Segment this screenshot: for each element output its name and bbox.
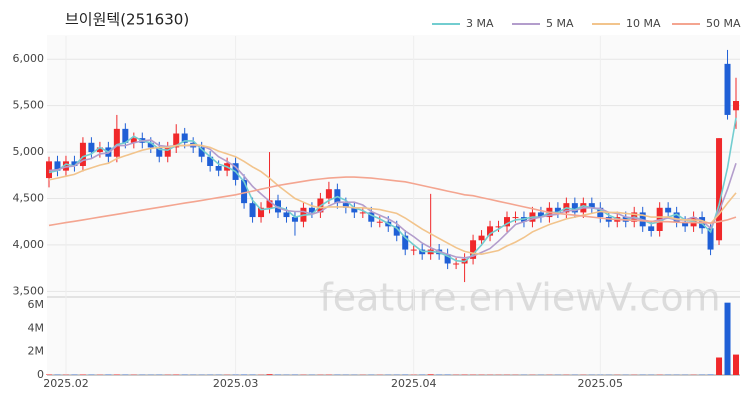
candle-body [122, 128, 129, 143]
volume-bar [724, 302, 731, 375]
candle-body [266, 200, 273, 208]
ma-line [48, 139, 737, 259]
candle-body [79, 142, 86, 166]
candle-body [410, 249, 417, 251]
candle-body [487, 226, 494, 236]
candle-body [571, 203, 578, 213]
ma-line [48, 143, 737, 256]
y-tick-label: 5,500 [13, 99, 45, 112]
y-tick-label: 3,500 [13, 284, 45, 297]
candle-body [258, 207, 265, 218]
candle-body [147, 142, 154, 148]
plot-background [47, 35, 740, 375]
x-tick-label: 2025.02 [43, 377, 89, 390]
ma-line [48, 176, 737, 227]
candle-body [673, 212, 680, 222]
candle-body [453, 263, 460, 265]
candle-body [241, 179, 248, 204]
chart-title: 브이원텍(251630) [65, 11, 189, 29]
candle-body [88, 142, 95, 153]
candle-body [130, 138, 137, 143]
volume-bar [733, 354, 739, 375]
x-tick-label: 2025.04 [391, 377, 437, 390]
candle-body [62, 161, 69, 171]
candle-body [173, 133, 180, 148]
candle-body [215, 166, 222, 171]
candle-body [588, 203, 595, 208]
candle-body [325, 189, 332, 199]
candle-body [512, 217, 519, 219]
candle-body [470, 240, 477, 259]
candle-body [376, 221, 383, 223]
candle-body [495, 226, 502, 228]
candle-body [597, 207, 604, 218]
x-tick-label: 2025.05 [578, 377, 624, 390]
candle-body [537, 212, 544, 218]
legend-label: 3 MA [466, 17, 494, 30]
candle-body [716, 138, 723, 241]
candle-body [444, 254, 451, 264]
candle-body [283, 212, 290, 218]
candle-body [54, 161, 61, 171]
candle-body [308, 207, 315, 213]
candle-body [291, 217, 298, 222]
candle-body [181, 133, 188, 143]
candle-body [156, 147, 163, 157]
candle-body [665, 207, 672, 213]
candle-body [402, 235, 409, 250]
candle-body [351, 207, 358, 213]
legend-label: 50 MA [706, 17, 741, 30]
candle-body [198, 147, 205, 157]
candle-body [682, 221, 689, 227]
y-tick-label: 5,000 [13, 145, 45, 158]
candle-body [342, 203, 349, 208]
candle-body [368, 212, 375, 222]
candle-body [707, 228, 714, 250]
candle-body [207, 156, 214, 166]
volume-tick-label: 2M [28, 345, 45, 358]
candle-body [249, 203, 256, 218]
legend-label: 10 MA [626, 17, 661, 30]
volume-tick-label: 0 [37, 368, 44, 381]
volume-bar [46, 374, 52, 375]
candle-body [71, 161, 78, 166]
candle-body [648, 226, 655, 231]
volume-bar [716, 357, 723, 375]
candle-body [504, 217, 510, 227]
candle-body [478, 235, 485, 241]
volume-tick-label: 4M [28, 321, 45, 334]
y-tick-label: 6,000 [13, 52, 45, 65]
candle-body [554, 207, 561, 213]
y-tick-label: 4,500 [13, 192, 45, 205]
candle-body [96, 147, 103, 153]
legend-label: 5 MA [546, 17, 574, 30]
candle-body [113, 128, 120, 157]
candle-body [724, 63, 731, 115]
volume-bar [427, 374, 434, 375]
volume-tick-label: 6M [28, 298, 45, 311]
candle-body [164, 147, 171, 157]
candle-body [733, 101, 739, 111]
y-tick-label: 4,000 [13, 238, 45, 251]
candle-body [393, 226, 400, 236]
candle-body [46, 161, 52, 179]
volume-bar [266, 374, 273, 375]
x-tick-label: 2025.03 [213, 377, 259, 390]
candle-body [359, 212, 366, 214]
